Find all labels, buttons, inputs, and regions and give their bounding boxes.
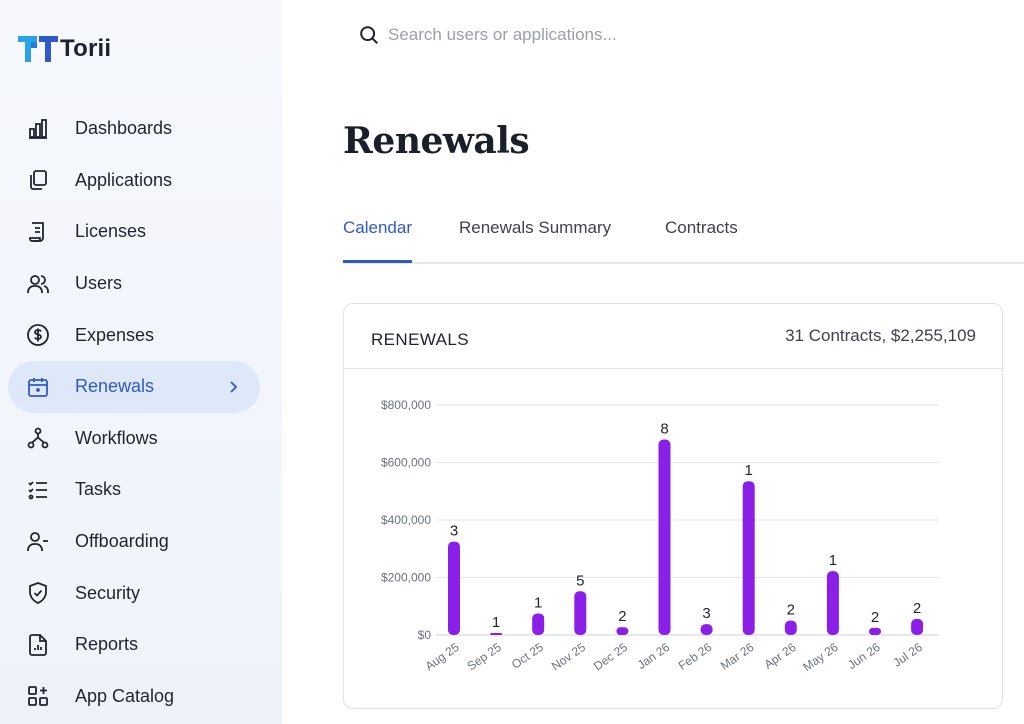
x-tick-label: Apr 26 bbox=[762, 640, 799, 672]
bar[interactable] bbox=[490, 633, 503, 635]
calendar-icon bbox=[26, 375, 50, 399]
card-header: RENEWALS 31 Contracts, $2,255,109 bbox=[344, 304, 1002, 369]
sidebar-item-workflows[interactable]: Workflows bbox=[8, 413, 260, 465]
sidebar-item-dashboards[interactable]: Dashboards bbox=[8, 103, 260, 155]
sidebar-item-label: Tasks bbox=[75, 479, 122, 500]
sidebar-item-reports[interactable]: Reports bbox=[8, 619, 260, 671]
sidebar-item-label: Licenses bbox=[75, 221, 147, 242]
sidebar-item-label: Offboarding bbox=[75, 531, 169, 552]
user-minus-icon bbox=[26, 530, 50, 554]
data-label: 2 bbox=[913, 600, 921, 617]
sidebar-nav: Dashboards Applications Licenses Users E… bbox=[8, 103, 260, 722]
bar-chart-icon bbox=[26, 117, 50, 141]
y-tick-label: $400,000 bbox=[381, 513, 431, 527]
bar[interactable] bbox=[448, 541, 460, 635]
chevron-right-icon bbox=[226, 380, 240, 394]
data-label: 1 bbox=[829, 552, 837, 569]
search-input[interactable] bbox=[388, 25, 788, 45]
sidebar-item-app-catalog[interactable]: App Catalog bbox=[8, 671, 260, 723]
x-tick-label: Nov 25 bbox=[549, 640, 588, 673]
checklist-icon bbox=[26, 478, 50, 502]
data-label: 2 bbox=[618, 608, 626, 625]
shield-icon bbox=[26, 581, 50, 605]
x-tick-label: Aug 25 bbox=[423, 640, 462, 673]
tab-renewals-summary[interactable]: Renewals Summary bbox=[459, 218, 612, 237]
sidebar-item-label: Dashboards bbox=[75, 118, 173, 139]
dollar-icon bbox=[26, 323, 50, 347]
torii-logo-icon bbox=[18, 34, 58, 64]
bar[interactable] bbox=[826, 571, 839, 635]
x-tick-label: Jan 26 bbox=[635, 640, 673, 672]
bar[interactable] bbox=[616, 627, 629, 635]
bar[interactable] bbox=[700, 624, 713, 635]
renewals-card: RENEWALS 31 Contracts, $2,255,109 $0 $200… bbox=[343, 303, 1003, 709]
sidebar-item-renewals[interactable]: Renewals bbox=[8, 360, 260, 413]
contracts-summary: 31 Contracts, $2,255,109 bbox=[785, 326, 976, 345]
sidebar-item-label: Expenses bbox=[75, 324, 155, 345]
x-tick-label: May 26 bbox=[800, 640, 841, 674]
bar[interactable] bbox=[911, 618, 924, 635]
sidebar-item-security[interactable]: Security bbox=[8, 567, 260, 619]
renewals-bar-chart: $0 $200,000 $400,000 $600,000 $800,000 3 Aug 2… bbox=[381, 398, 939, 674]
sidebar-item-expenses[interactable]: Expenses bbox=[8, 309, 260, 361]
sidebar-item-licenses[interactable]: Licenses bbox=[8, 206, 260, 258]
sidebar-item-tasks[interactable]: Tasks bbox=[8, 464, 260, 516]
data-label: 8 bbox=[660, 421, 668, 438]
sidebar-item-label: Reports bbox=[75, 634, 139, 655]
x-tick-label: Feb 26 bbox=[676, 640, 715, 673]
x-tick-label: Dec 25 bbox=[591, 640, 630, 673]
sidebar-item-label: Security bbox=[75, 582, 141, 603]
sidebar: Torii Dashboards Applications Licenses U… bbox=[0, 0, 282, 724]
x-tick-label: Jul 26 bbox=[891, 640, 926, 670]
data-label: 1 bbox=[492, 614, 500, 631]
bar[interactable] bbox=[658, 439, 671, 636]
x-tick-label: Jun 26 bbox=[845, 640, 883, 672]
sidebar-item-label: Applications bbox=[75, 169, 173, 190]
document-icon bbox=[26, 220, 50, 244]
sidebar-item-label: App Catalog bbox=[75, 685, 175, 706]
data-label: 3 bbox=[702, 605, 710, 622]
data-label: 1 bbox=[534, 594, 542, 611]
y-tick-label: $200,000 bbox=[381, 571, 431, 585]
sidebar-item-label: Renewals bbox=[75, 376, 155, 397]
bar[interactable] bbox=[532, 613, 545, 635]
bar[interactable] bbox=[742, 481, 755, 635]
sidebar-item-label: Workflows bbox=[75, 427, 158, 448]
data-label: 2 bbox=[871, 609, 879, 626]
app-name: Torii bbox=[60, 35, 112, 62]
bar[interactable] bbox=[784, 620, 797, 635]
x-tick-label: Sep 25 bbox=[465, 640, 504, 673]
users-icon bbox=[26, 272, 50, 296]
x-tick-label: Oct 25 bbox=[509, 640, 546, 672]
tab-bar: Calendar Renewals Summary Contracts bbox=[343, 212, 1024, 264]
data-label: 2 bbox=[787, 602, 795, 619]
app-grid-icon bbox=[26, 684, 50, 708]
sidebar-item-users[interactable]: Users bbox=[8, 258, 260, 310]
report-icon bbox=[26, 633, 50, 657]
search-bar[interactable] bbox=[358, 20, 858, 50]
copy-icon bbox=[26, 168, 50, 192]
data-label: 3 bbox=[450, 523, 458, 540]
data-label: 5 bbox=[576, 572, 584, 589]
workflow-icon bbox=[26, 426, 50, 450]
y-tick-label: $0 bbox=[418, 628, 432, 642]
search-icon[interactable] bbox=[358, 24, 380, 46]
x-tick-label: Mar 26 bbox=[718, 640, 757, 673]
sidebar-item-applications[interactable]: Applications bbox=[8, 155, 260, 207]
y-tick-label: $800,000 bbox=[381, 398, 431, 412]
bar[interactable] bbox=[869, 627, 881, 635]
sidebar-item-offboarding[interactable]: Offboarding bbox=[8, 516, 260, 568]
tab-calendar[interactable]: Calendar bbox=[343, 218, 412, 263]
torii-logo[interactable]: Torii bbox=[18, 34, 111, 64]
bar[interactable] bbox=[574, 591, 587, 635]
tab-contracts[interactable]: Contracts bbox=[665, 218, 738, 237]
card-title: RENEWALS bbox=[371, 330, 469, 349]
data-label: 1 bbox=[745, 462, 753, 479]
page-title: Renewals bbox=[343, 120, 530, 162]
y-tick-label: $600,000 bbox=[381, 456, 431, 470]
sidebar-item-label: Users bbox=[75, 273, 123, 294]
